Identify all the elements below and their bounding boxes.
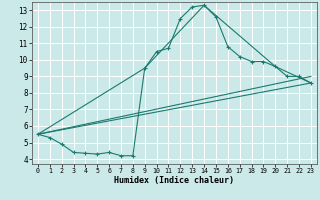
X-axis label: Humidex (Indice chaleur): Humidex (Indice chaleur) (115, 176, 234, 185)
